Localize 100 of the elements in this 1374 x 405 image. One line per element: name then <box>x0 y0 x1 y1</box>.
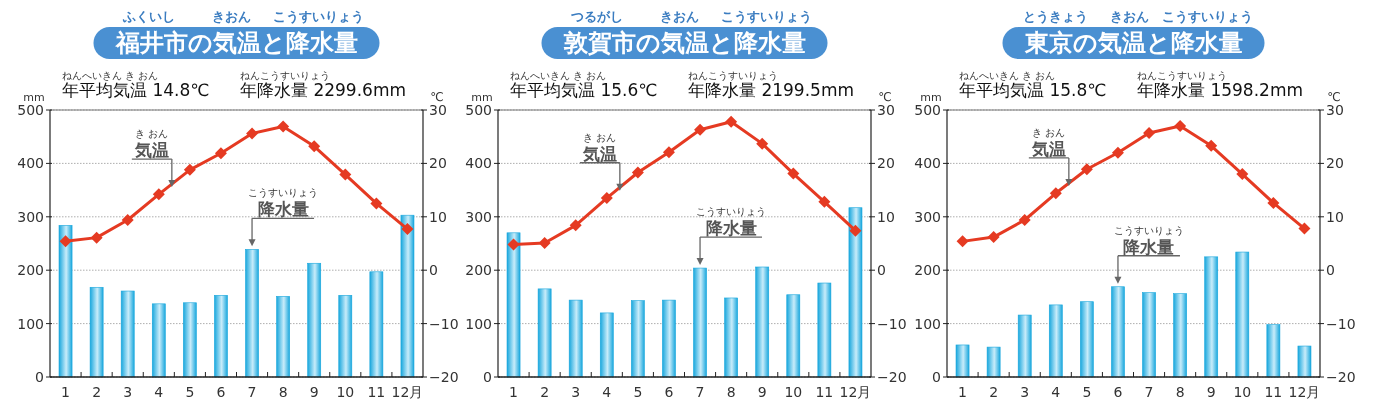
y-tick-label: 300 <box>465 208 492 225</box>
x-tick-label: 12月 <box>391 384 424 400</box>
y-tick-label: 0 <box>932 369 941 385</box>
x-tick-label: 9 <box>1206 384 1216 400</box>
y2-tick-label: 0 <box>877 262 886 279</box>
text: こうすいりょう <box>273 9 365 24</box>
x-tick-label: 4 <box>602 384 612 400</box>
x-tick-label: 9 <box>309 384 319 400</box>
chart-title: 福井市の気温と降水量 <box>114 29 358 57</box>
bar <box>1266 324 1281 378</box>
x-tick-label: 7 <box>695 384 705 400</box>
annotation: 降水量 <box>1123 236 1175 257</box>
text: 年平均気温 15.6℃ <box>510 80 658 100</box>
x-tick-label: 8 <box>726 384 736 400</box>
point <box>1018 214 1031 226</box>
point <box>818 195 831 208</box>
text: こうすいりょう <box>1162 9 1254 24</box>
point <box>987 231 1000 244</box>
x-tick-label: 7 <box>247 384 257 400</box>
point <box>756 137 769 150</box>
bar <box>955 344 970 378</box>
text: きおん <box>212 9 252 24</box>
point <box>401 223 414 236</box>
x-tick-label: 10 <box>784 384 803 400</box>
annotation: 気温 <box>1030 138 1066 159</box>
point <box>569 219 582 232</box>
x-tick-label: 10 <box>1233 384 1252 400</box>
y-tick-label: 100 <box>465 315 492 332</box>
text: ねんへいきん き おん <box>62 70 159 81</box>
y-tick-label: 300 <box>17 208 44 225</box>
text: ねんこうすいりょう <box>1137 70 1227 81</box>
point <box>152 188 165 201</box>
point <box>694 123 707 136</box>
bar <box>1048 304 1063 378</box>
x-tick-label: 8 <box>1175 384 1185 400</box>
x-tick-label: 6 <box>1113 384 1123 400</box>
y2-tick-label: 20 <box>429 155 447 172</box>
y-tick-label: 0 <box>35 369 44 385</box>
bar <box>755 266 770 378</box>
y-tick-label: 100 <box>17 315 44 332</box>
annotation: こうすいりょう <box>1113 224 1184 236</box>
bar <box>506 232 521 378</box>
y2-tick-label: −10 <box>877 315 907 332</box>
bar <box>537 288 552 378</box>
text: とうきょう <box>1022 9 1088 24</box>
y-tick-label: 500 <box>914 102 941 118</box>
bar <box>120 290 135 378</box>
y-tick-label: 400 <box>914 155 941 172</box>
x-tick-label: 11 <box>367 384 386 400</box>
point <box>214 147 227 160</box>
point <box>725 115 738 128</box>
x-tick-label: 11 <box>815 384 834 400</box>
bar <box>276 296 290 378</box>
y-tick-label: 500 <box>465 102 492 118</box>
point <box>339 168 352 181</box>
bar <box>1173 293 1187 378</box>
point <box>1111 146 1124 159</box>
point <box>370 197 383 210</box>
x-tick-label: 1 <box>61 384 70 400</box>
point <box>277 120 290 133</box>
point <box>183 163 196 176</box>
x-tick-label: 1 <box>958 384 967 400</box>
x-tick-label: 9 <box>757 384 767 400</box>
y2-tick-label: 20 <box>1326 155 1344 172</box>
bar <box>58 225 73 378</box>
point <box>600 192 613 205</box>
y2-tick-label: −10 <box>1326 315 1356 332</box>
point <box>787 167 800 180</box>
annotation: 降水量 <box>705 218 757 239</box>
point <box>246 127 259 140</box>
annotation: き おん <box>1032 126 1066 138</box>
point <box>1267 196 1280 209</box>
x-tick-label: 6 <box>216 384 226 400</box>
text: 年平均気温 14.8℃ <box>62 80 210 100</box>
point <box>662 146 675 159</box>
bar <box>724 297 738 378</box>
text: 年平均気温 15.8℃ <box>959 80 1107 100</box>
y-tick-label: 400 <box>17 155 44 172</box>
bar <box>369 271 384 378</box>
text: 年降水量 1598.2mm <box>1137 80 1304 100</box>
x-tick-label: 12月 <box>839 384 872 400</box>
chart-title: 敦賀市の気温と降水量 <box>562 29 806 57</box>
x-tick-label: 7 <box>1144 384 1154 400</box>
y-axis-title: mm <box>471 91 493 104</box>
bar <box>400 214 415 378</box>
x-tick-label: 2 <box>92 384 102 400</box>
bar <box>1017 314 1032 378</box>
x-tick-label: 1 <box>509 384 518 400</box>
x-tick-label: 3 <box>1020 384 1030 400</box>
point <box>90 231 103 244</box>
y2-axis-title: ℃ <box>878 90 892 104</box>
bar <box>568 299 583 378</box>
bar <box>986 346 1001 378</box>
point <box>121 214 134 226</box>
bar <box>151 303 166 378</box>
text: 年降水量 2299.6mm <box>240 80 407 100</box>
x-tick-label: 5 <box>185 384 195 400</box>
text: 年降水量 2199.5mm <box>688 80 855 100</box>
y-tick-label: 200 <box>914 262 941 279</box>
bar <box>786 294 801 378</box>
